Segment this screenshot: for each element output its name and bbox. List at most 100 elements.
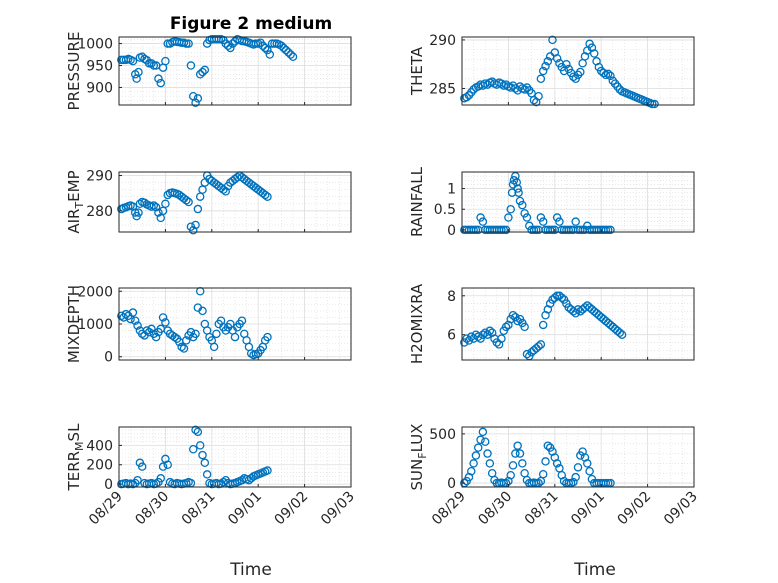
y-tick-label: 280 (86, 204, 113, 220)
y-tick-label: 400 (86, 438, 113, 454)
data-point (134, 67, 143, 77)
y-tick-label: 8 (447, 289, 456, 305)
data-point (538, 320, 548, 330)
y-tick-label: 285 (429, 81, 456, 97)
data-point (564, 225, 573, 235)
series-pressure (117, 34, 298, 108)
data-point (130, 316, 140, 325)
data-point (186, 61, 196, 70)
series-air_temp (117, 171, 272, 235)
data-point (193, 427, 203, 437)
chart-title: Figure 2 medium (170, 14, 332, 34)
data-point (507, 188, 517, 197)
data-point (223, 41, 233, 51)
data-point (601, 225, 611, 235)
data-point (188, 445, 198, 454)
y-tick-label: 0 (447, 223, 456, 239)
data-point (478, 330, 488, 339)
data-point (518, 200, 527, 210)
data-point (161, 318, 170, 327)
data-point (288, 52, 298, 61)
data-point (520, 209, 529, 218)
y-axis-label-theta: THETA (408, 46, 426, 96)
data-point (529, 225, 539, 235)
data-point (151, 332, 161, 342)
series-terr_msl (117, 425, 272, 489)
data-point (485, 326, 495, 336)
data-point (151, 203, 161, 212)
data-point (260, 43, 270, 53)
data-point (531, 225, 541, 235)
data-point (536, 74, 546, 84)
data-point (156, 78, 166, 88)
data-point (198, 67, 207, 77)
data-point (198, 306, 207, 316)
data-point (647, 99, 657, 109)
data-point (497, 334, 506, 343)
data-point (277, 41, 286, 51)
data-point (177, 342, 186, 352)
data-point (476, 435, 485, 445)
data-point (571, 472, 580, 482)
y-tick-label: 0 (104, 477, 113, 493)
subplot-h2omixra: 6 8 H2OMIXRA (408, 283, 695, 364)
data-point (209, 342, 219, 352)
y-axis-label-sun_flux: SUNFLUX (408, 424, 429, 491)
data-point (483, 449, 492, 458)
data-point (513, 316, 522, 326)
data-point (569, 477, 578, 487)
data-point (161, 56, 170, 66)
data-point (260, 190, 270, 200)
data-point (603, 225, 613, 235)
data-point (522, 349, 532, 359)
data-point (508, 461, 518, 470)
data-point (555, 217, 564, 226)
data-point (520, 85, 529, 94)
series-h2omixra (460, 291, 627, 361)
data-point (476, 213, 485, 222)
data-point (163, 460, 172, 469)
data-point (522, 213, 532, 222)
data-point (515, 449, 525, 458)
data-point (149, 201, 159, 210)
axes-frame (461, 171, 695, 233)
data-point (154, 74, 163, 83)
data-point (511, 171, 520, 181)
data-point (538, 469, 548, 479)
data-point (467, 467, 476, 476)
data-point (525, 221, 534, 231)
data-point (473, 443, 483, 452)
series-mixdepth (117, 287, 272, 360)
data-point (471, 225, 481, 235)
data-point (541, 457, 550, 466)
data-point (462, 92, 471, 102)
data-point (263, 192, 272, 201)
data-point (562, 59, 571, 69)
data-point (615, 328, 625, 338)
data-point (147, 324, 156, 334)
series-rainfall (460, 171, 615, 235)
data-point (195, 70, 205, 79)
data-point (583, 459, 592, 468)
data-point (501, 225, 511, 235)
y-tick-label: 0 (447, 476, 456, 492)
data-point (512, 178, 522, 187)
data-point (576, 67, 585, 77)
data-point (265, 50, 275, 59)
data-point (158, 313, 168, 322)
data-point (617, 330, 627, 339)
data-point (228, 39, 237, 48)
data-point (603, 69, 613, 79)
data-point (200, 65, 210, 75)
y-axis-label-terr_msl: TERRMSL (65, 423, 86, 492)
axes-frame (461, 36, 695, 106)
data-point (511, 449, 520, 458)
axes-frame (118, 171, 352, 233)
y-axis-label-pressure: PRESSURE (65, 32, 83, 111)
data-point (191, 329, 200, 339)
data-point (585, 467, 594, 476)
data-point (184, 197, 193, 207)
data-point (552, 54, 562, 63)
